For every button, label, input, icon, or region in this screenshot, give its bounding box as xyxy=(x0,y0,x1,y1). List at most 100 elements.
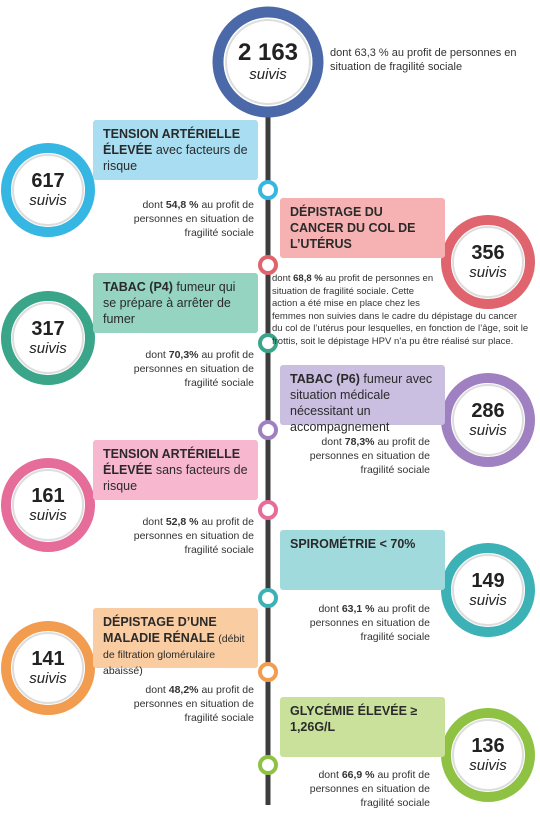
count-circle: 286 suivis xyxy=(446,378,530,462)
desc-pre: dont xyxy=(318,603,339,615)
desc-text: au profit de personnes en situation de f… xyxy=(272,273,529,347)
desc-text: au profit de personnes en situation de f… xyxy=(133,516,254,556)
header-inner-ring xyxy=(225,19,311,105)
count: 149 xyxy=(471,570,505,592)
timeline-dot xyxy=(258,333,278,353)
count: 617 xyxy=(31,170,65,192)
header-count: 2 163 xyxy=(237,39,299,66)
label-box: GLYCÉMIE ÉLEVÉE ≥ 1,26G/L xyxy=(280,697,445,757)
count: 161 xyxy=(31,485,65,507)
desc-text: au profit de personnes en situation de f… xyxy=(133,199,254,239)
desc-text: au profit de personnes en situation de f… xyxy=(309,769,430,809)
desc-pct: 68,8 % xyxy=(293,273,323,284)
count-circle: 317 suivis xyxy=(6,296,90,380)
count-ring xyxy=(1,291,95,385)
count-ring xyxy=(441,373,535,467)
header-unit: suivis xyxy=(249,66,287,83)
desc: dont 54,8 % au profit de personnes en si… xyxy=(108,198,254,240)
count-ring xyxy=(1,621,95,715)
desc-pct: 52,8 % xyxy=(165,516,199,528)
desc-text: au profit de personnes en situation de f… xyxy=(133,684,254,724)
count-ring xyxy=(1,458,95,552)
desc-text: au profit de personnes en situation de f… xyxy=(309,436,430,476)
label-box: TENSION ARTÉRIELLE ÉLEVÉE avec facteurs … xyxy=(93,120,258,180)
count-inner-ring xyxy=(452,384,524,456)
label-box: DÉPISTAGE D’UNE MALADIE RÉNALE (débit de… xyxy=(93,608,258,677)
count-inner-ring xyxy=(12,469,84,541)
count-ring xyxy=(441,215,535,309)
spacer xyxy=(438,273,530,309)
header-ring xyxy=(212,6,324,118)
count-ring xyxy=(1,143,95,237)
count-inner-ring xyxy=(452,226,524,298)
desc-pct: 78,3% xyxy=(344,436,375,448)
label-box: TABAC (P6) fumeur avec situation médical… xyxy=(280,365,445,434)
desc-pre: dont xyxy=(145,349,166,361)
label-bold: TENSION ARTÉRIELLE ÉLEVÉE xyxy=(103,447,241,477)
desc-text: au profit de personnes en situation de f… xyxy=(133,349,254,389)
count-unit: suivis xyxy=(469,592,507,609)
desc-pct: 70,3% xyxy=(168,349,199,361)
count-inner-ring xyxy=(452,719,524,791)
count-circle: 356 suivis xyxy=(446,220,530,304)
count-inner-ring xyxy=(12,632,84,704)
count-circle: 149 suivis xyxy=(446,548,530,632)
desc-text: au profit de personnes en situation de f… xyxy=(309,603,430,643)
desc: dont 70,3% au profit de personnes en sit… xyxy=(108,348,254,390)
label-box: TABAC (P4) fumeur qui se prépare à arrêt… xyxy=(93,273,258,333)
desc-pre: dont xyxy=(321,436,342,448)
count-unit: suivis xyxy=(469,264,507,281)
label-bold: TABAC (P4) xyxy=(103,280,173,294)
count: 141 xyxy=(31,648,65,670)
desc-pre: dont xyxy=(145,684,166,696)
count-unit: suivis xyxy=(29,507,67,524)
desc-pre: dont xyxy=(318,769,339,781)
timeline-dot xyxy=(258,500,278,520)
count-circle: 161 suivis xyxy=(6,463,90,547)
timeline-dot xyxy=(258,588,278,608)
label-box: DÉPISTAGE DU CANCER DU COL DE L’UTÉRUS xyxy=(280,198,445,258)
header-desc: dont 63,3 % au profit de personnes en si… xyxy=(330,47,517,73)
label-bold: SPIROMÉTRIE < 70% xyxy=(290,537,416,551)
count-circle: 617 suivis xyxy=(6,148,90,232)
count-unit: suivis xyxy=(29,192,67,209)
count-unit: suivis xyxy=(469,422,507,439)
desc: dont 66,9 % au profit de personnes en si… xyxy=(280,768,430,810)
desc-pct: 48,2% xyxy=(168,684,199,696)
desc-pct: 54,8 % xyxy=(165,199,199,211)
label-text: fumeur avec situation médicale nécessita… xyxy=(290,372,433,434)
count-circle: 141 suivis xyxy=(6,626,90,710)
count-inner-ring xyxy=(12,154,84,226)
count-unit: suivis xyxy=(469,757,507,774)
timeline-dot xyxy=(258,662,278,682)
desc-pre: dont xyxy=(142,199,163,211)
desc: dont 68,8 % au profit de personnes en si… xyxy=(272,273,530,348)
count: 286 xyxy=(471,400,505,422)
label-bold: DÉPISTAGE D’UNE MALADIE RÉNALE xyxy=(103,615,217,645)
count: 317 xyxy=(31,318,65,340)
count: 136 xyxy=(471,735,505,757)
count-circle: 136 suivis xyxy=(446,713,530,797)
label-bold: TENSION ARTÉRIELLE ÉLEVÉE xyxy=(103,127,241,157)
label-box: SPIROMÉTRIE < 70% xyxy=(280,530,445,590)
label-box: TENSION ARTÉRIELLE ÉLEVÉE sans facteurs … xyxy=(93,440,258,500)
count-inner-ring xyxy=(452,554,524,626)
timeline-dot xyxy=(258,755,278,775)
count-unit: suivis xyxy=(29,340,67,357)
count-ring xyxy=(441,543,535,637)
count-ring xyxy=(441,708,535,802)
label-bold: DÉPISTAGE DU CANCER DU COL DE L’UTÉRUS xyxy=(290,205,416,251)
label-bold: GLYCÉMIE ÉLEVÉE ≥ 1,26G/L xyxy=(290,704,418,734)
header-circle: 2 163 suivis xyxy=(226,20,310,104)
timeline-dot xyxy=(258,180,278,200)
label-text: fumeur qui se prépare à arrêter de fumer xyxy=(103,280,236,326)
timeline-dot xyxy=(258,255,278,275)
desc-pre: dont xyxy=(272,273,291,284)
desc: dont 63,1 % au profit de personnes en si… xyxy=(280,602,430,644)
label-text: (débit de filtration glomérulaire abaiss… xyxy=(103,633,245,677)
desc: dont 52,8 % au profit de personnes en si… xyxy=(108,515,254,557)
desc-pct: 63,1 % xyxy=(341,603,375,615)
desc: dont 48,2% au profit de personnes en sit… xyxy=(108,683,254,725)
